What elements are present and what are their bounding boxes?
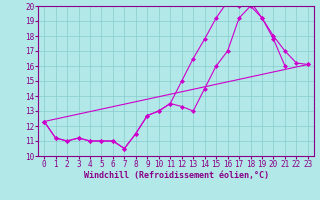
- X-axis label: Windchill (Refroidissement éolien,°C): Windchill (Refroidissement éolien,°C): [84, 171, 268, 180]
